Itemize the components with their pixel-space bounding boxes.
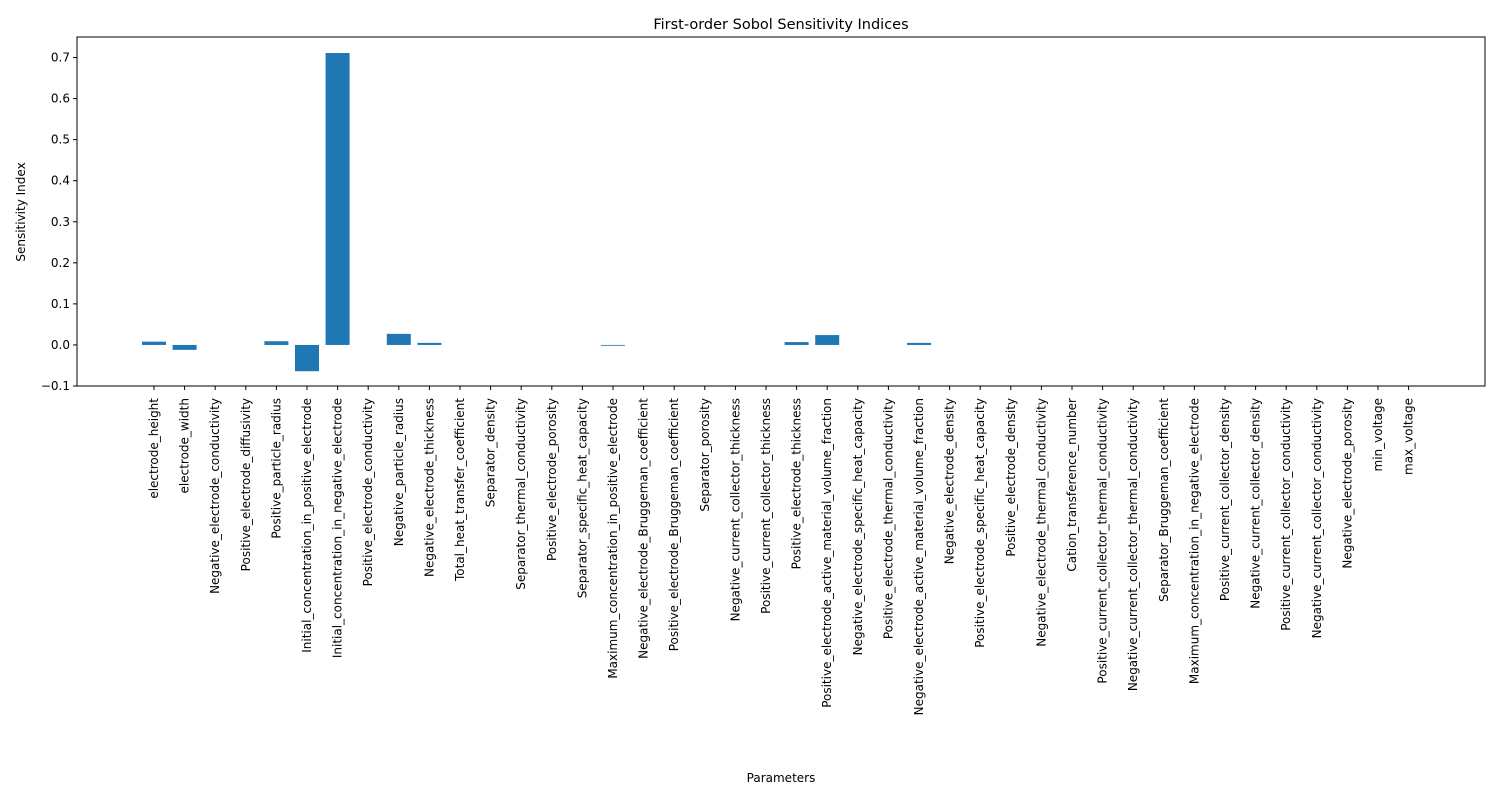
x-tick-label: Positive_current_collector_thermal_condu… — [1096, 398, 1110, 684]
x-tick-label: Maximum_concentration_in_negative_electr… — [1187, 398, 1201, 684]
x-tick-label: Positive_electrode_thermal_conductivity — [881, 398, 895, 639]
x-tick-label: Negative_current_collector_thickness — [728, 398, 742, 621]
x-tick-label: Positive_electrode_active_material_volum… — [820, 398, 834, 708]
x-tick-label: Positive_electrode_conductivity — [361, 398, 375, 586]
x-tick-label: Positive_electrode_specific_heat_capacit… — [973, 398, 987, 648]
bar — [325, 53, 350, 345]
x-tick-label: Negative_electrode_porosity — [1340, 398, 1354, 569]
x-tick-label: Positive_electrode_thickness — [790, 398, 804, 569]
x-axis-ticks: electrode_height electrode_width Negative_… — [147, 386, 1416, 715]
x-tick-label: Negative_electrode_conductivity — [208, 398, 222, 594]
bar — [815, 335, 840, 345]
x-tick-label: electrode_height — [147, 398, 161, 499]
y-tick-label: 0.6 — [51, 92, 70, 106]
y-tick-label: 0.2 — [51, 256, 70, 270]
x-tick-label: Separator_Bruggeman_coefficient — [1157, 398, 1171, 602]
x-tick-label: Positive_electrode_porosity — [545, 398, 559, 561]
x-axis-title: Parameters — [747, 771, 816, 785]
x-tick-label: Positive_current_collector_thickness — [759, 398, 773, 614]
y-axis-ticks: −0.1 0.0 0.1 0.2 0.3 0.4 0.5 0.6 0.7 — [41, 51, 77, 393]
bar — [295, 344, 319, 372]
x-tick-label: Total_heat_transfer_coefficient — [453, 398, 467, 582]
chart-title: First-order Sobol Sensitivity Indices — [653, 17, 908, 33]
x-tick-label: Initial_concentration_in_positive_electr… — [300, 398, 314, 653]
x-tick-label: Positive_current_collector_conductivity — [1279, 398, 1293, 631]
bars-group — [142, 53, 931, 372]
bar — [907, 342, 931, 345]
x-tick-label: max_voltage — [1402, 398, 1416, 475]
x-tick-label: Negative_current_collector_density — [1249, 398, 1263, 609]
x-tick-label: Separator_thermal_conductivity — [514, 398, 528, 590]
x-tick-label: Negative_current_collector_conductivity — [1310, 398, 1324, 638]
x-tick-label: Separator_porosity — [698, 398, 712, 512]
x-tick-label: min_voltage — [1371, 398, 1385, 471]
y-tick-label: 0.1 — [51, 297, 70, 311]
x-tick-label: Positive_electrode_Bruggeman_coefficient — [667, 398, 681, 652]
bar — [417, 342, 442, 345]
y-tick-label: −0.1 — [41, 379, 70, 393]
x-tick-label: Initial_concentration_in_negative_electr… — [331, 398, 345, 658]
plot-frame — [76, 36, 1486, 387]
x-tick-label: Positive_electrode_diffusivity — [239, 398, 253, 571]
x-tick-label: Positive_particle_radius — [269, 398, 283, 539]
x-tick-label: Positive_electrode_density — [1004, 398, 1018, 557]
x-tick-label: Negative_electrode_active_material_volum… — [912, 398, 926, 715]
y-tick-label: 0.0 — [51, 338, 70, 352]
x-tick-label: Negative_electrode_Bruggeman_coefficient — [637, 398, 651, 659]
y-tick-label: 0.4 — [51, 174, 70, 188]
bar — [264, 341, 289, 345]
bar — [172, 344, 197, 350]
bar — [784, 342, 809, 345]
y-axis-title: Sensitivity Index — [14, 162, 28, 261]
x-tick-label: Negative_electrode_specific_heat_capacit… — [851, 398, 865, 655]
bar — [142, 341, 166, 345]
bar — [386, 333, 411, 345]
x-tick-label: Negative_electrode_thickness — [422, 398, 436, 577]
x-tick-label: Cation_transference_number — [1065, 398, 1079, 572]
bar — [601, 344, 625, 346]
x-tick-label: electrode_width — [178, 398, 192, 494]
y-tick-label: 0.3 — [51, 215, 70, 229]
x-tick-label: Maximum_concentration_in_positive_electr… — [606, 398, 620, 679]
y-tick-label: 0.5 — [51, 133, 70, 147]
x-tick-label: Negative_electrode_density — [943, 398, 957, 564]
x-tick-label: Negative_electrode_thermal_conductivity — [1034, 398, 1048, 647]
y-tick-label: 0.7 — [51, 51, 70, 65]
x-tick-label: Separator_density — [484, 398, 498, 507]
x-tick-label: Negative_particle_radius — [392, 398, 406, 546]
x-tick-label: Positive_current_collector_density — [1218, 398, 1232, 601]
x-tick-label: Separator_specific_heat_capacity — [575, 398, 589, 598]
x-tick-label: Negative_current_collector_thermal_condu… — [1126, 398, 1140, 691]
